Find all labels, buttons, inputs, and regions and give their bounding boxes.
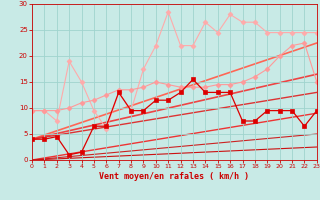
X-axis label: Vent moyen/en rafales ( km/h ): Vent moyen/en rafales ( km/h ) (100, 172, 249, 181)
